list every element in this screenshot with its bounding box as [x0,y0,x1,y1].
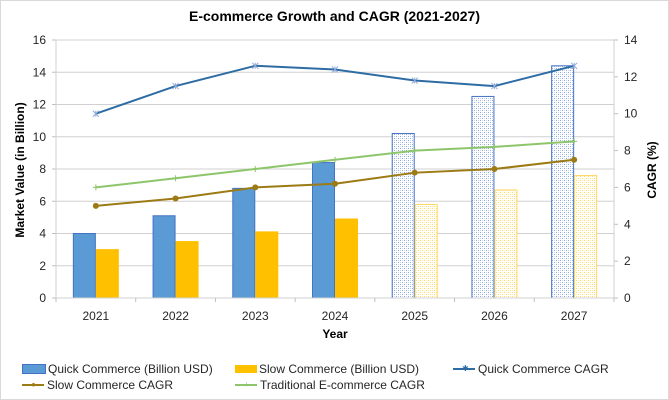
traditional-cagr-point [411,147,418,154]
slow-cagr-point [92,202,99,209]
quick-commerce-bar [551,65,575,299]
slow-cagr-point [491,166,498,172]
quick-commerce-bar [72,233,96,299]
x-tick-label: 2024 [322,309,349,323]
legend-label: Quick Commerce (Billion USD) [48,362,213,376]
quick-commerce-bar [471,95,495,299]
legend-swatch-quick [22,364,46,374]
y-tick-label: 2 [39,259,46,273]
y-tick-label: 10 [33,130,47,144]
y-tick-label: 4 [39,227,46,241]
y-axis-title: Market Value (in Billion) [13,102,27,237]
quick-commerce-bar [232,187,256,299]
legend-label: Quick Commerce CAGR [478,362,609,376]
slow-cagr-point [172,195,179,202]
y2-tick-label: 4 [624,217,631,231]
x-tick-label: 2023 [242,309,269,323]
legend-label: Traditional E-commerce CAGR [260,378,425,392]
slow-commerce-bar [335,218,358,299]
y2-tick-label: 12 [624,70,638,84]
chart-title: E-commerce Growth and CAGR (2021-2027) [189,8,480,24]
legend-item-traditional-cagr: + Traditional E-commerce CAGR [235,378,425,392]
quick-cagr-point [172,82,179,90]
slow-commerce-bar [494,189,518,299]
y-tick-label: 8 [39,162,46,176]
y-tick-label: 6 [39,194,46,208]
legend-item-quick-commerce: Quick Commerce (Billion USD) [22,362,213,376]
y-tick-label: 12 [33,98,47,112]
y-tick-label: 14 [33,65,47,79]
traditional-cagr-point [172,175,179,182]
quick-cagr-point [331,66,339,73]
y2-tick-label: 0 [624,291,631,305]
traditional-cagr-point [571,138,578,145]
y2-tick-label: 2 [624,254,631,268]
quick-cagr-point [491,82,498,90]
x-tick-label: 2025 [401,309,428,323]
quick-cagr-line [95,64,575,115]
y2-tick-label: 6 [624,180,631,194]
quick-cagr-point [570,62,578,70]
slow-cagr-point [571,156,578,163]
legend-swatch-slow-cagr: ● [22,381,44,389]
quick-cagr-point [92,110,100,118]
legend-swatch-quick-cagr: ✱ [453,365,475,373]
quick-commerce-bar [152,215,176,299]
y-tick-label: 16 [33,33,47,47]
slow-cagr-point [411,169,418,176]
traditional-cagr-point [332,156,338,163]
traditional-cagr-point [491,143,498,150]
slow-commerce-bar [574,174,598,299]
legend-label: Slow Commerce (Billion USD) [259,362,420,376]
legend-label: Slow Commerce CAGR [47,378,174,392]
quick-commerce-bar [312,162,335,299]
quick-cagr-point [411,77,419,84]
legend-item-slow-cagr: ● Slow Commerce CAGR [22,378,173,392]
legend-swatch-traditional-cagr: + [235,381,257,389]
slow-commerce-bar [255,231,279,299]
traditional-cagr-point [92,184,99,191]
legend-item-slow-commerce: Slow Commerce (Billion USD) [235,362,419,376]
legend-item-quick-cagr: ✱ Quick Commerce CAGR [453,362,609,376]
slow-commerce-bar [95,249,119,299]
x-axis-title: Year [322,327,348,341]
traditional-cagr-point [252,166,259,172]
y-tick-label: 0 [39,291,46,305]
y2-tick-label: 10 [624,107,638,121]
slow-commerce-bar [414,203,438,299]
y2-tick-label: 14 [624,33,638,47]
slow-cagr-point [332,180,338,187]
x-tick-label: 2021 [83,309,110,323]
x-tick-label: 2026 [481,309,508,323]
y2-axis-title: CAGR (%) [645,141,659,198]
quick-cagr-point [251,62,259,70]
x-tick-label: 2022 [162,309,189,323]
x-tick-label: 2027 [561,309,588,323]
quick-commerce-bar [391,133,415,299]
y2-tick-label: 8 [624,144,631,158]
slow-cagr-point [252,184,259,191]
legend-swatch-slow [235,365,257,373]
slow-commerce-bar [175,241,199,299]
